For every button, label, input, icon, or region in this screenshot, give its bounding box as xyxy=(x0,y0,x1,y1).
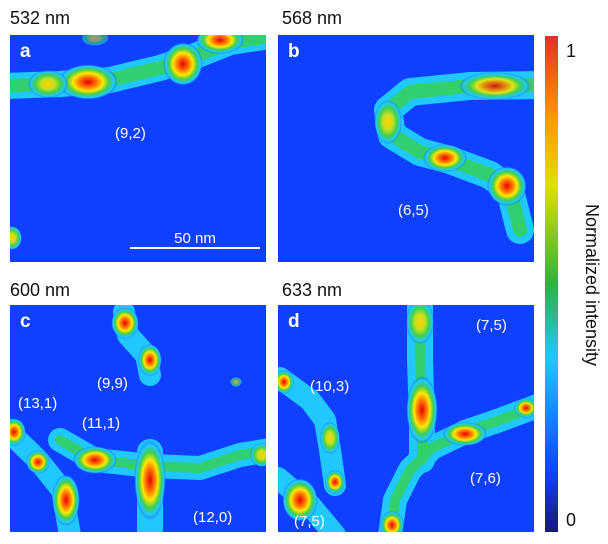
annotation: (9,2) xyxy=(115,125,146,142)
panel-letter: c xyxy=(20,311,31,332)
colorbar-label: Normalized intensity xyxy=(582,204,602,366)
colorbar-max: 1 xyxy=(566,41,576,61)
annotation: (13,1) xyxy=(18,395,57,412)
panel-image xyxy=(278,305,534,532)
annotation: (9,9) xyxy=(97,375,128,392)
wavelength: 633 nm xyxy=(282,280,342,300)
colorbar xyxy=(545,36,558,532)
wavelength: 532 nm xyxy=(10,8,70,28)
scale-bar-label: 50 nm xyxy=(174,230,216,247)
annotation: (11,1) xyxy=(82,415,120,432)
panel-image xyxy=(10,305,266,532)
wavelength: 600 nm xyxy=(10,280,70,300)
annotation: (7,5) xyxy=(294,513,325,530)
annotation: (10,3) xyxy=(310,378,349,395)
annotation: (7,6) xyxy=(470,470,501,487)
panel-image xyxy=(10,35,266,262)
annotation: (6,5) xyxy=(398,202,429,219)
wavelength: 568 nm xyxy=(282,8,342,28)
annotation: (12,0) xyxy=(193,509,232,526)
panel-letter: d xyxy=(288,311,300,332)
panel-letter: a xyxy=(20,41,31,62)
annotation: (7,5) xyxy=(476,317,507,334)
panel-image xyxy=(278,35,534,262)
colorbar-min: 0 xyxy=(566,510,576,530)
panel-letter: b xyxy=(288,41,300,62)
